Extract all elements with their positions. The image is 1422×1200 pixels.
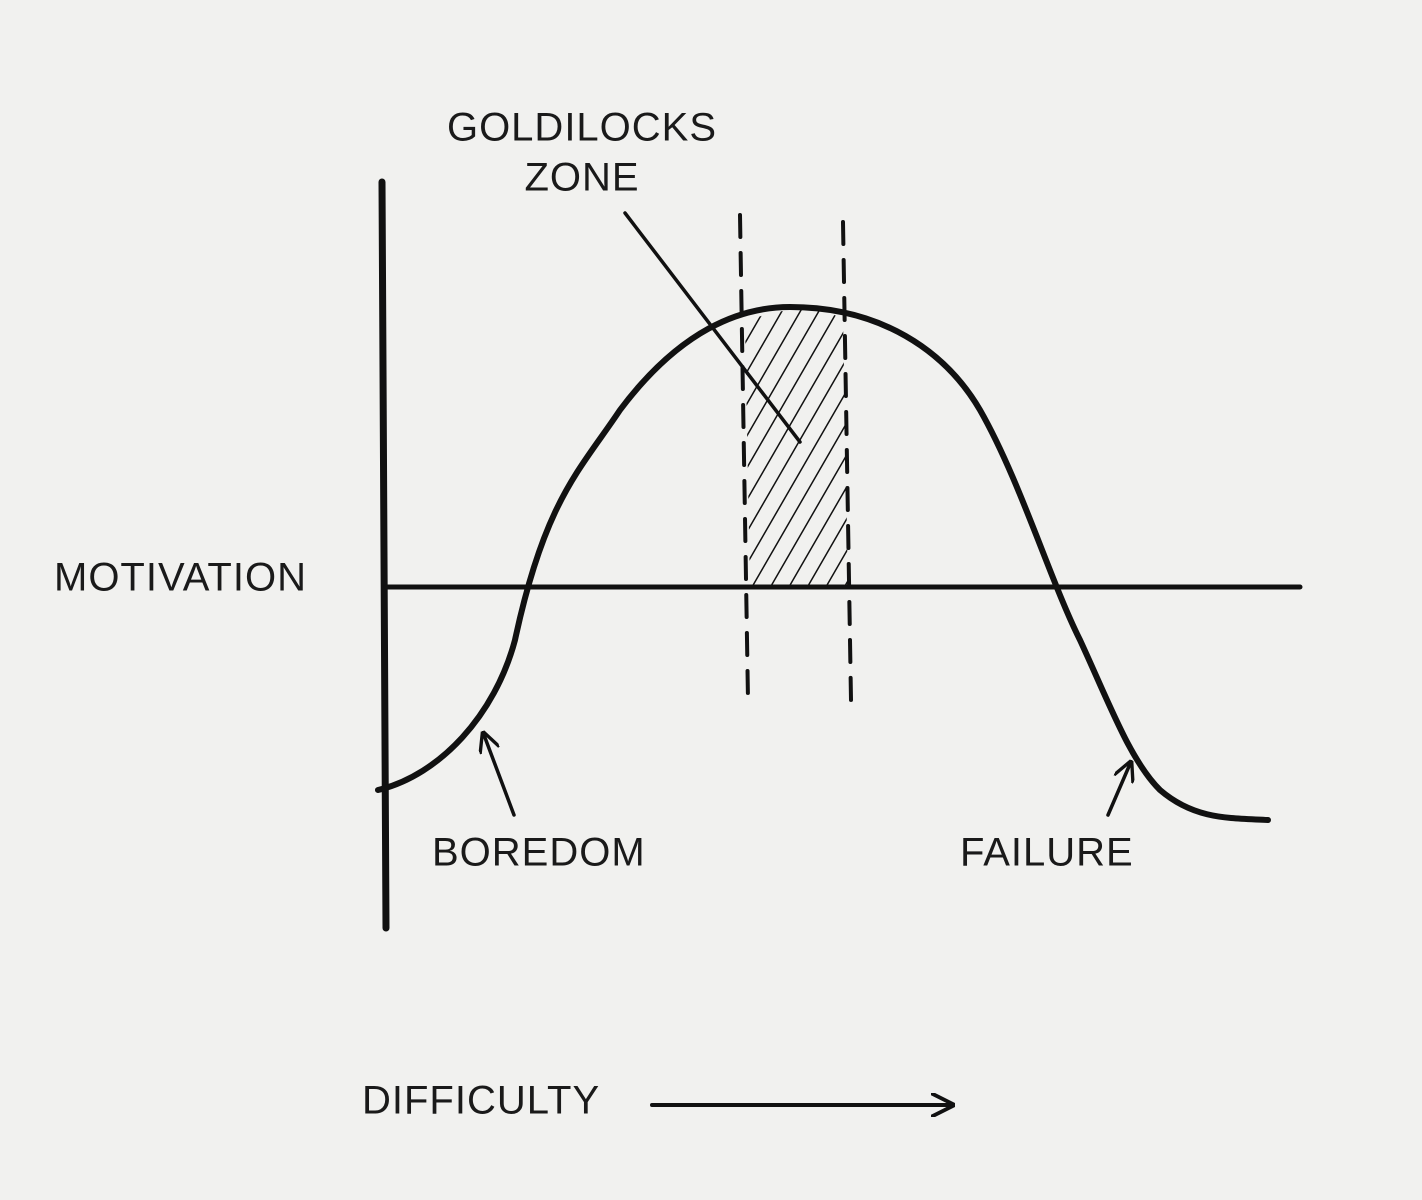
boredom-label: BOREDOM (432, 831, 646, 875)
failure-label: FAILURE (960, 831, 1134, 875)
zone-leader (623, 211, 802, 444)
goldilocks-hatch (745, 309, 848, 587)
zone-label: GOLDILOCKS (447, 106, 717, 150)
failure-arrow (1106, 764, 1130, 817)
zone-label: ZONE (524, 156, 639, 200)
zone-bound-left (738, 213, 750, 702)
boredom-arrow (484, 735, 516, 817)
y-axis-label: MOTIVATION (54, 556, 307, 600)
zone-bound-right (841, 220, 853, 702)
motivation-curve (375, 304, 1271, 823)
x-axis-label: DIFFICULTY (362, 1079, 600, 1123)
y-axis (378, 178, 390, 932)
